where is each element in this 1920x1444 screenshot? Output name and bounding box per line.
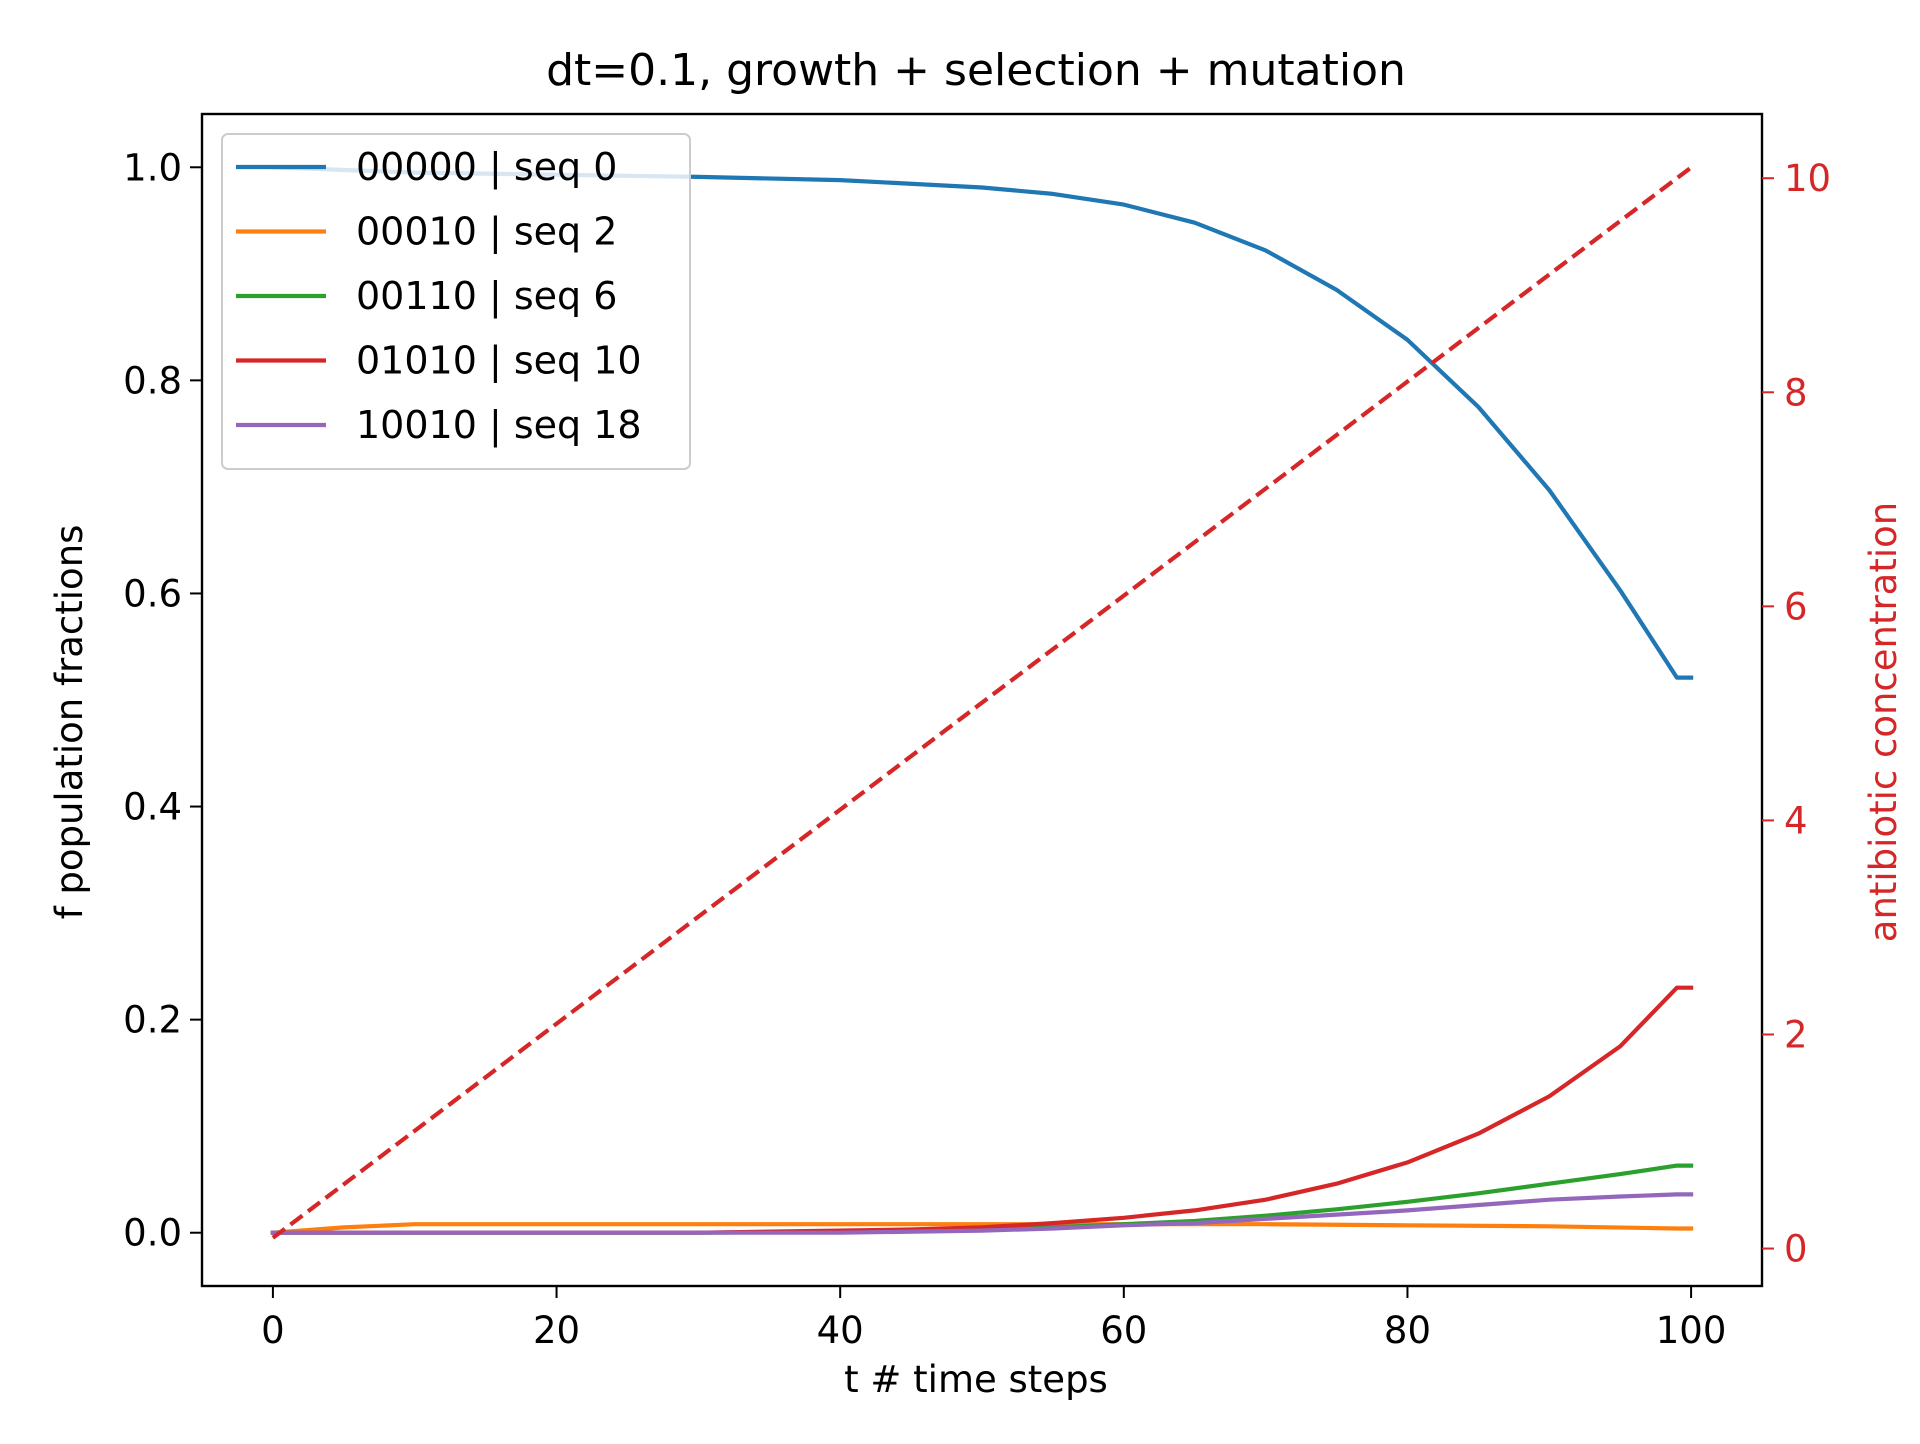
x-tick-label-4: 80 (1384, 1309, 1431, 1352)
legend-label-3: 01010 | seq 10 (356, 339, 642, 384)
y2-tick-label-4: 8 (1784, 371, 1808, 414)
y-tick-label-4: 0.8 (123, 359, 182, 402)
chart-title: dt=0.1, growth + selection + mutation (546, 45, 1406, 96)
y2-tick-label-0: 0 (1784, 1228, 1808, 1271)
x-tick-label-3: 60 (1100, 1309, 1147, 1352)
x-tick-label-2: 40 (817, 1309, 864, 1352)
y-tick-label-1: 0.2 (123, 999, 182, 1042)
y-axis-label: f population fractions (48, 525, 91, 920)
axes-layer: 0 20 40 60 80 100 0.0 0.2 0.4 0.6 0.8 1.0 0 2 4 6 8 10 (123, 112, 1831, 1352)
legend-layer: 00000 | seq 0 00010 | seq 2 00110 | seq 6 0… (221, 133, 691, 470)
y-tick-label-5: 1.0 (123, 146, 182, 189)
y-tick-label-2: 0.4 (123, 786, 182, 829)
secondary-layer (271, 165, 1693, 1240)
series-line-4 (270, 1192, 1694, 1235)
legend-box (221, 133, 691, 470)
y-tick-label-3: 0.6 (123, 572, 182, 615)
y2-tick-label-1: 2 (1784, 1013, 1808, 1056)
y2-axis-label: antibiotic concentration (1862, 502, 1905, 942)
y2-tick-label-3: 6 (1784, 585, 1808, 628)
plot-frame (200, 112, 1764, 1288)
x-tick-label-1: 20 (533, 1309, 580, 1352)
legend-label-1: 00010 | seq 2 (356, 210, 617, 255)
y2-tick-label-5: 10 (1784, 157, 1831, 200)
x-tick-label-0: 0 (261, 1309, 285, 1352)
legend-label-0: 00000 | seq 0 (356, 145, 617, 190)
legend-label-4: 10010 | seq 18 (356, 403, 642, 448)
y-tick-label-0: 0.0 (123, 1212, 182, 1255)
y2-tick-label-2: 4 (1784, 799, 1808, 842)
legend-label-2: 00110 | seq 6 (356, 274, 617, 319)
x-tick-label-5: 100 (1656, 1309, 1727, 1352)
x-axis-label: t # time steps (844, 1358, 1108, 1401)
antibiotic-line (271, 165, 1693, 1240)
series-line-1 (270, 1222, 1694, 1235)
